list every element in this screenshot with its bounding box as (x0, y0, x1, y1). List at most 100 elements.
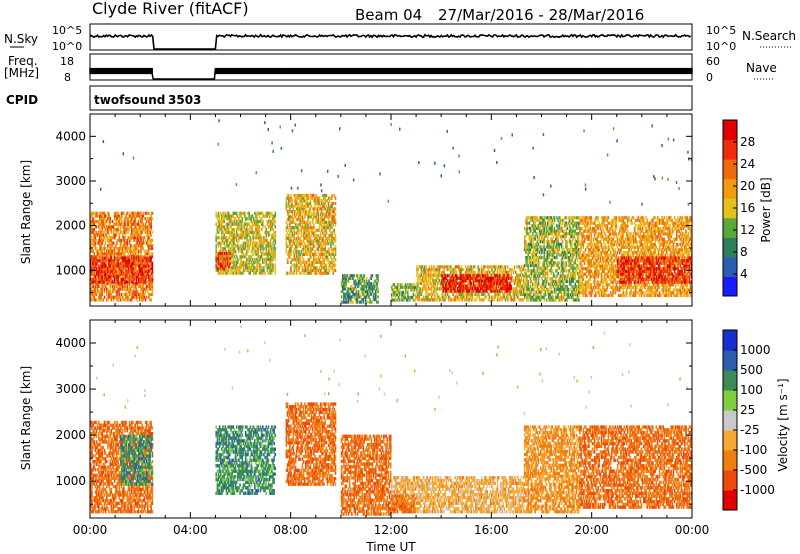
heatmap-cell (347, 298, 350, 302)
heatmap-cell (422, 270, 425, 274)
heatmap-cell (463, 276, 466, 280)
heatmap-cell (293, 204, 296, 208)
heatmap-cell (107, 244, 109, 248)
heatmap-cell (234, 268, 237, 272)
heatmap-cell (215, 267, 218, 271)
heatmap-cell (295, 193, 298, 198)
heatmap-cell (233, 233, 236, 237)
heatmap-cell (100, 241, 102, 245)
heatmap-cell (467, 287, 469, 291)
heatmap-cell (311, 242, 314, 246)
heatmap-cell (537, 261, 540, 265)
heatmap-cell (99, 241, 101, 245)
heatmap-cell (145, 230, 148, 234)
heatmap-cell (472, 276, 475, 280)
heatmap-cell (255, 236, 257, 240)
heatmap-cell (346, 274, 349, 278)
heatmap-cell (123, 261, 125, 265)
heatmap-cell (137, 269, 140, 273)
heatmap-cell (316, 220, 318, 224)
heatmap-cell (297, 218, 299, 222)
heatmap-cell (332, 250, 334, 254)
heatmap-cell (454, 281, 457, 285)
heatmap-cell (540, 245, 542, 249)
heatmap-cell (104, 217, 107, 221)
heatmap-cell (119, 295, 122, 299)
heatmap-cell (95, 261, 98, 265)
heatmap-cell (321, 199, 323, 203)
heatmap-cell (484, 274, 486, 278)
heatmap-cell (235, 271, 238, 275)
heatmap-cell (96, 255, 99, 259)
heatmap-cell (444, 292, 447, 296)
heatmap-cell (483, 276, 485, 280)
heatmap-cell (343, 298, 345, 302)
heatmap-cell (262, 271, 264, 275)
heatmap-cell (370, 292, 373, 296)
heatmap-cell (326, 236, 329, 240)
heatmap-cell (98, 259, 100, 263)
heatmap-cell (451, 287, 453, 291)
heatmap-cell (230, 249, 232, 253)
heatmap-cell (377, 290, 379, 294)
heatmap-cell (303, 204, 306, 208)
heatmap-cell (355, 290, 358, 294)
heatmap-cell (518, 290, 520, 294)
heatmap-cell (229, 214, 231, 218)
heatmap-cell (216, 255, 219, 259)
heatmap-cell (504, 284, 507, 288)
heatmap-cell (457, 287, 459, 291)
heatmap-cell (116, 259, 118, 263)
heatmap-cell (274, 230, 277, 234)
heatmap-cell (99, 233, 101, 237)
heatmap-cell (142, 282, 144, 286)
heatmap-cell (303, 242, 306, 246)
heatmap-cell (91, 261, 93, 265)
heatmap-cell (533, 274, 535, 278)
heatmap-cell (354, 284, 357, 288)
heatmap-cell (243, 255, 246, 259)
heatmap-cell (241, 225, 244, 229)
heatmap-cell (115, 211, 117, 215)
heatmap-cell (395, 290, 398, 294)
heatmap-cell (534, 277, 536, 281)
heatmap-cell (362, 284, 365, 288)
heatmap-cell (107, 246, 109, 251)
heatmap-cell (362, 290, 365, 294)
heatmap-cell (112, 272, 115, 276)
heatmap-cell (100, 267, 102, 271)
heatmap-cell (230, 230, 232, 234)
heatmap-cell (301, 226, 304, 230)
heatmap-cell (323, 258, 325, 262)
heatmap-cell (133, 217, 135, 221)
heatmap-cell (310, 193, 313, 198)
heatmap-cell (470, 270, 473, 274)
heatmap-cell (536, 287, 539, 291)
heatmap-cell (268, 219, 271, 224)
heatmap-cell (92, 261, 94, 265)
heatmap-cell (128, 298, 131, 302)
heatmap-cell (101, 249, 103, 253)
heatmap-cell (449, 265, 451, 269)
heatmap-cell (224, 214, 227, 218)
heatmap-cell (221, 238, 223, 243)
heatmap-cell (290, 244, 292, 248)
heatmap-cell (121, 225, 124, 229)
heatmap-cell (467, 270, 469, 274)
heatmap-cell (100, 236, 102, 240)
heatmap-cell (326, 207, 329, 211)
heatmap-cell (457, 298, 459, 302)
heatmap-cell (373, 295, 376, 299)
heatmap-cell (104, 230, 107, 234)
heatmap-cell (109, 282, 111, 286)
heatmap-cell (424, 298, 426, 302)
heatmap-cell (240, 211, 242, 215)
heatmap-cell (142, 246, 144, 251)
heatmap-cell (327, 207, 330, 211)
heatmap-cell (404, 283, 407, 287)
heatmap-cell (317, 268, 320, 273)
heatmap-cell (301, 212, 304, 216)
heatmap-cell (345, 298, 347, 302)
heatmap-cell (525, 245, 527, 249)
heatmap-cell (127, 217, 130, 221)
